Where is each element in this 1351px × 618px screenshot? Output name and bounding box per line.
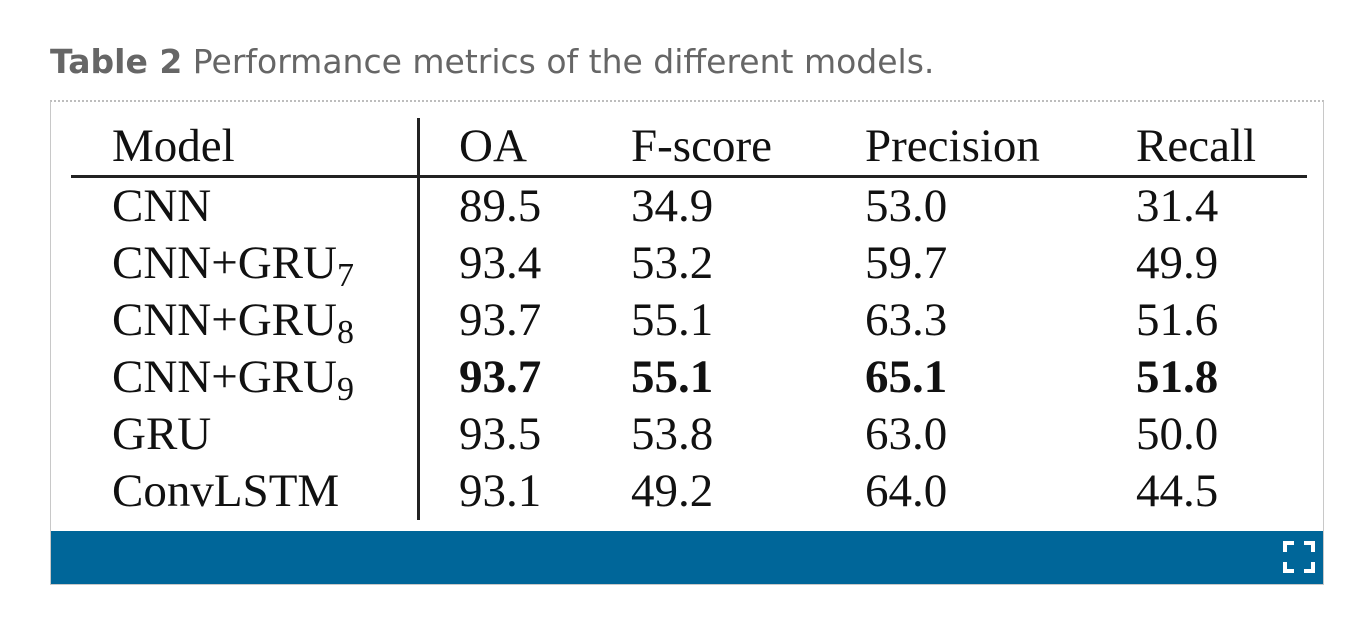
caption-text: Performance metrics of the different mod…: [192, 42, 935, 81]
cell-model: CNN+GRU7: [112, 235, 354, 296]
cell-model: CNN: [112, 178, 211, 234]
cell-oa: 93.5: [459, 408, 542, 460]
cell-recall: 51.8: [1136, 351, 1219, 403]
model-name: CNN+GRU: [112, 351, 337, 403]
cell-precision: 64.0: [865, 465, 948, 517]
cell-fscore: 49.2: [631, 465, 714, 517]
cell-fscore: 55.1: [631, 294, 714, 346]
cell-fscore: 55.1: [631, 351, 714, 403]
model-name: ConvLSTM: [112, 465, 340, 517]
cell-fscore: 53.2: [631, 237, 714, 289]
cell-oa: 93.7: [459, 351, 542, 403]
header-precision: Precision: [865, 120, 1040, 172]
cell-recall: 44.5: [1136, 465, 1219, 517]
expand-icon[interactable]: [1283, 541, 1315, 573]
cell-fscore: 53.8: [631, 408, 714, 460]
header-oa: OA: [459, 120, 527, 172]
table-figure: Model OA F-score Precision Recall CNN 89.…: [50, 100, 1324, 585]
model-name: CNN: [112, 180, 212, 232]
header-model: Model: [112, 120, 235, 172]
caption-label: Table 2: [50, 42, 183, 81]
model-subscript: 7: [336, 257, 354, 294]
header-fscore: F-score: [631, 120, 772, 172]
header-recall: Recall: [1136, 120, 1257, 172]
data-table: Model OA F-score Precision Recall CNN 89.…: [51, 102, 1323, 532]
header-rule: [71, 175, 1307, 178]
cell-oa: 93.1: [459, 465, 542, 517]
cell-model: ConvLSTM: [112, 463, 339, 519]
cell-recall: 31.4: [1136, 180, 1219, 232]
model-subscript: 8: [336, 314, 354, 351]
model-subscript: 9: [336, 371, 354, 408]
model-name: CNN+GRU: [112, 237, 337, 289]
table-caption: Table 2 Performance metrics of the diffe…: [50, 40, 934, 84]
cell-oa: 93.4: [459, 237, 542, 289]
cell-recall: 49.9: [1136, 237, 1219, 289]
cell-oa: 93.7: [459, 294, 542, 346]
model-name: CNN+GRU: [112, 294, 337, 346]
cell-model: CNN+GRU8: [112, 292, 354, 353]
cell-fscore: 34.9: [631, 180, 714, 232]
footer-bar: [51, 531, 1323, 584]
cell-recall: 50.0: [1136, 408, 1219, 460]
cell-model: CNN+GRU9: [112, 349, 354, 410]
column-divider: [417, 118, 420, 520]
cell-precision: 59.7: [865, 237, 948, 289]
cell-precision: 63.3: [865, 294, 948, 346]
cell-oa: 89.5: [459, 180, 542, 232]
cell-recall: 51.6: [1136, 294, 1219, 346]
model-name: GRU: [112, 408, 212, 460]
cell-precision: 65.1: [865, 351, 948, 403]
cell-precision: 53.0: [865, 180, 948, 232]
cell-model: GRU: [112, 406, 211, 462]
cell-precision: 63.0: [865, 408, 948, 460]
